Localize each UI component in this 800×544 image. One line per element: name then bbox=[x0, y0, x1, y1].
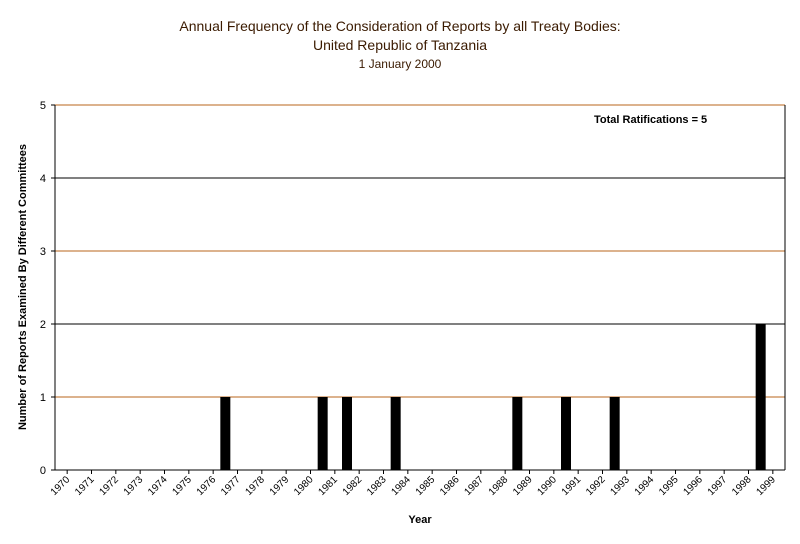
x-tick-label: 1970 bbox=[49, 474, 73, 498]
x-tick-label: 1984 bbox=[389, 474, 413, 498]
x-tick-label: 1988 bbox=[487, 474, 511, 498]
x-tick-label: 1987 bbox=[462, 474, 486, 498]
x-tick-label: 1983 bbox=[365, 474, 389, 498]
x-tick-label: 1977 bbox=[219, 474, 243, 498]
bar-1992 bbox=[609, 397, 620, 470]
x-tick-label: 1971 bbox=[73, 474, 97, 498]
x-tick-labels: 1970 1971 1972 1973 1974 1975 1976 1977 1978 1979… bbox=[49, 474, 778, 498]
bar-1983 bbox=[390, 397, 401, 470]
x-tick-label: 1974 bbox=[146, 474, 170, 498]
y-tick-label: 4 bbox=[40, 173, 46, 185]
x-tick-label: 1992 bbox=[584, 474, 608, 498]
x-axis-label: Year bbox=[408, 514, 432, 526]
y-tick-label: 1 bbox=[40, 392, 46, 404]
x-tick-label: 1979 bbox=[268, 474, 292, 498]
x-tick-label: 1985 bbox=[414, 474, 438, 498]
x-tick-label: 1999 bbox=[754, 474, 778, 498]
y-tick-label: 0 bbox=[40, 465, 46, 477]
x-tick-label: 1997 bbox=[706, 474, 730, 498]
x-tick-label: 1972 bbox=[97, 474, 121, 498]
x-tick-label: 1976 bbox=[195, 474, 219, 498]
x-tick-label: 1993 bbox=[608, 474, 632, 498]
y-tick-label: 3 bbox=[40, 246, 46, 258]
bar-1988 bbox=[512, 397, 523, 470]
x-tick-label: 1980 bbox=[292, 474, 316, 498]
chart-subtitle: 1 January 2000 bbox=[359, 57, 442, 71]
x-tick-label: 1996 bbox=[681, 474, 705, 498]
x-tick-label: 1973 bbox=[122, 474, 146, 498]
bar-1990 bbox=[561, 397, 571, 470]
y-axis-label: Number of Reports Examined By Different … bbox=[17, 144, 29, 430]
bar-1998 bbox=[755, 324, 766, 470]
gridlines bbox=[55, 104, 785, 398]
x-tick-label: 1975 bbox=[170, 474, 194, 498]
bar-1976 bbox=[220, 397, 231, 470]
x-tick-label: 1978 bbox=[243, 474, 267, 498]
y-tick-labels: 0 1 2 3 4 5 bbox=[40, 100, 46, 477]
total-ratifications-annotation: Total Ratifications = 5 bbox=[594, 114, 707, 126]
x-tick-label: 1994 bbox=[633, 474, 657, 498]
chart-title-line2: United Republic of Tanzania bbox=[313, 37, 487, 53]
bar-1980 bbox=[317, 397, 328, 470]
y-tick-label: 5 bbox=[40, 100, 46, 112]
chart-title: Annual Frequency of the Consideration of… bbox=[179, 18, 620, 34]
y-tick-label: 2 bbox=[40, 319, 46, 331]
axes bbox=[51, 104, 786, 474]
bar-1981 bbox=[342, 397, 352, 470]
x-tick-label: 1991 bbox=[560, 474, 584, 498]
x-tick-label: 1981 bbox=[316, 474, 340, 498]
x-tick-label: 1998 bbox=[730, 474, 754, 498]
bars bbox=[220, 324, 766, 470]
x-tick-label: 1989 bbox=[511, 474, 535, 498]
x-tick-label: 1995 bbox=[657, 474, 681, 498]
x-tick-label: 1982 bbox=[341, 474, 365, 498]
x-tick-label: 1986 bbox=[438, 474, 462, 498]
x-tick-label: 1990 bbox=[535, 474, 559, 498]
